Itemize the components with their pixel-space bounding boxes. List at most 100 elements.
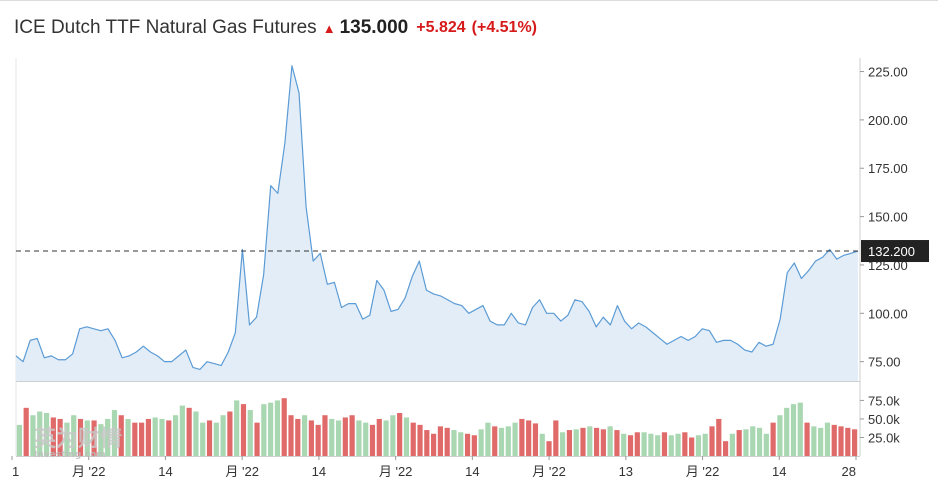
volume-bar	[288, 415, 294, 456]
volume-axis-label: 50.0k	[868, 412, 900, 427]
current-price-tag	[861, 240, 929, 263]
volume-bar	[498, 427, 505, 456]
volume-bar	[329, 418, 335, 456]
volume-bar	[634, 432, 640, 456]
volume-bar	[566, 430, 573, 456]
x-axis-label: 14	[772, 464, 786, 479]
price-line[interactable]	[15, 65, 859, 370]
price-axis-label: 100.00	[868, 306, 908, 321]
volume-bar	[23, 407, 29, 456]
volume-bar	[797, 402, 803, 456]
volume-bar	[261, 404, 267, 456]
volume-bar	[580, 427, 586, 456]
volume-bar	[695, 435, 702, 456]
up-arrow-icon: ▲	[322, 20, 336, 36]
volume-bar	[322, 415, 328, 456]
volume-bar	[661, 432, 668, 456]
price-change: +5.824	[416, 19, 466, 36]
volume-bar	[403, 417, 410, 456]
x-axis-label: 28	[842, 464, 856, 479]
volume-bar	[410, 422, 416, 456]
volume-bar	[356, 420, 362, 456]
volume-bar	[492, 426, 498, 456]
current-price-label: 132.200	[868, 244, 915, 259]
quote-header: ICE Dutch TTF Natural Gas Futures ▲ 135.…	[14, 14, 543, 42]
volume-bar	[71, 415, 77, 456]
x-axis-label: 1	[12, 464, 19, 479]
volume-bar	[349, 415, 355, 456]
volume-bar	[118, 415, 124, 456]
volume-bar	[301, 415, 308, 456]
volume-bar	[689, 437, 695, 456]
watermark-subtext: Investing.com	[34, 450, 106, 460]
volume-bar	[247, 410, 253, 456]
instrument-title: ICE Dutch TTF Natural Gas Futures	[14, 17, 317, 38]
volume-bar	[342, 417, 348, 456]
volume-bar	[240, 404, 247, 456]
volume-bar	[560, 432, 566, 456]
volume-bar	[383, 420, 389, 456]
volume-bar	[369, 424, 376, 456]
volume-bar	[682, 432, 688, 456]
volume-bar	[587, 426, 593, 456]
volume-bar	[159, 418, 165, 456]
volume-bar	[838, 426, 844, 456]
price-axis-label: 225.00	[868, 65, 908, 80]
price-axis-label: 175.00	[868, 161, 908, 176]
x-axis-label: 13	[619, 464, 633, 479]
x-axis-label: 月 '22	[532, 464, 566, 479]
volume-bar	[295, 418, 301, 456]
volume-bar	[811, 426, 817, 456]
volume-bar	[179, 405, 185, 456]
volume-bar	[77, 418, 84, 456]
volume-bar	[729, 433, 735, 456]
x-axis-label: 月 '22	[225, 464, 259, 479]
volume-bar	[790, 404, 797, 456]
volume-bar	[519, 418, 525, 456]
volume-bar	[111, 410, 118, 456]
volume-bar	[186, 407, 192, 456]
volume-bar	[777, 415, 783, 456]
volume-bar	[91, 420, 97, 456]
x-axis-label: 14	[158, 464, 172, 479]
volume-bar	[234, 400, 240, 456]
volume-bar	[98, 424, 104, 456]
volume-bar	[458, 432, 464, 456]
volume-bar	[573, 429, 579, 456]
volume-bar	[784, 407, 790, 456]
volume-bar	[139, 422, 145, 456]
volume-bar	[614, 430, 620, 456]
volume-bar	[722, 441, 729, 456]
volume-bar	[736, 430, 742, 456]
volume-bar	[390, 415, 396, 456]
volume-bar	[424, 430, 430, 456]
volume-bar	[675, 433, 681, 456]
volume-bar	[84, 420, 90, 456]
volume-bar	[254, 422, 260, 456]
watermark-logo: 英为财情	[34, 426, 122, 452]
volume-bar	[512, 422, 518, 456]
volume-bar	[376, 418, 382, 456]
volume-bar	[57, 418, 63, 456]
volume-bar	[431, 433, 437, 456]
volume-bar	[397, 413, 403, 456]
volume-bar	[770, 422, 776, 456]
volume-bar	[200, 422, 206, 456]
volume-bar	[845, 427, 851, 456]
volume-axis-label: 75.0k	[868, 393, 900, 408]
volume-bar	[471, 435, 477, 456]
volume-bar	[750, 426, 756, 456]
x-axis-label: 月 '22	[72, 464, 106, 479]
price-change-percent: (+4.51%)	[471, 19, 538, 36]
volume-bar	[756, 427, 763, 456]
price-axis-label: 75.00	[868, 355, 901, 370]
volume-bar	[43, 413, 50, 456]
volume-bar	[315, 424, 321, 456]
volume-bar	[213, 422, 219, 456]
x-axis-label: 月 '22	[379, 464, 413, 479]
volume-bar	[363, 422, 369, 456]
volume-bar	[526, 420, 532, 456]
volume-bar	[505, 426, 511, 456]
volume-bar	[444, 427, 450, 456]
